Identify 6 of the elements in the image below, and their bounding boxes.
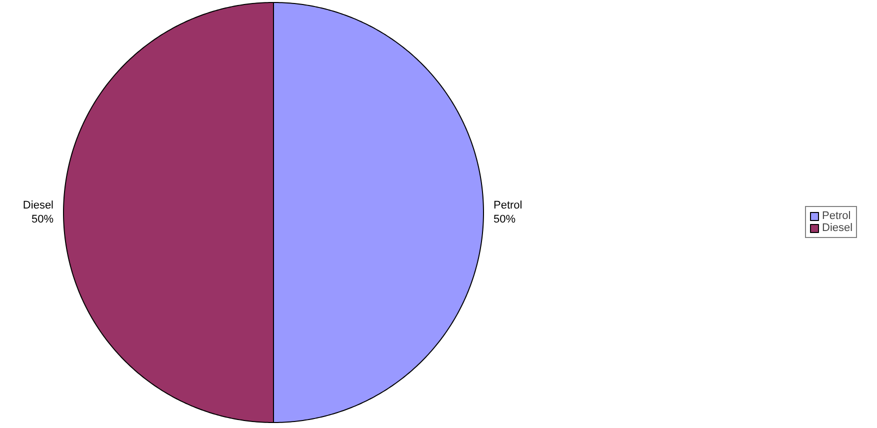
legend-label: Diesel [822, 222, 853, 234]
slice-label: Diesel [22, 199, 54, 212]
data-label: 50% [31, 214, 54, 226]
slice-label: Petrol [494, 199, 522, 212]
data-label: 50% [494, 214, 516, 226]
legend-label: Petrol [822, 210, 851, 222]
